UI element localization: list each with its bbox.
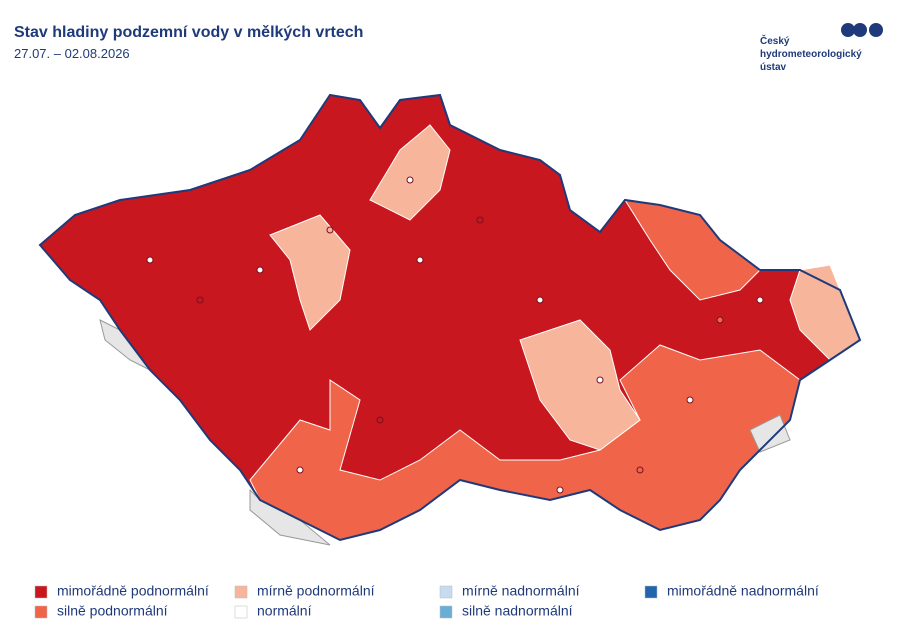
map (38, 93, 862, 546)
legend-label: normální (257, 603, 312, 619)
logo-dot (853, 23, 867, 37)
legend-label: mimořádně podnormální (57, 583, 209, 599)
legend-label: mírně podnormální (257, 583, 375, 599)
logo-text: Český (760, 34, 790, 47)
legend-swatch (234, 605, 248, 619)
region-mirne (269, 214, 351, 331)
legend-label: mimořádně nadnormální (667, 583, 819, 599)
logo-text: ústav (760, 62, 787, 73)
legend: mimořádně podnormální silně podnormální mí… (34, 583, 819, 619)
legend-swatch (234, 585, 248, 599)
logo-dot (841, 23, 855, 37)
legend-label: mírně nadnormální (462, 583, 580, 599)
logo: Český hydrometeorologický ústav (760, 23, 883, 73)
wells (146, 176, 764, 494)
legend-swatch (34, 605, 48, 619)
state-border (38, 93, 862, 542)
legend-swatch (439, 605, 453, 619)
legend-label: silně podnormální (57, 603, 168, 619)
logo-dot (869, 23, 883, 37)
legend-swatch (34, 585, 48, 599)
region-mirne (369, 124, 451, 221)
period: 27.07. – 02.08.2026 (14, 46, 130, 61)
legend-swatch (644, 585, 658, 599)
legend-swatch (439, 585, 453, 599)
legend-label: silně nadnormální (462, 603, 573, 619)
region-mirne (519, 319, 641, 451)
logo-text: hydrometeorologický (760, 49, 862, 60)
title: Stav hladiny podzemní vody v mělkých vrt… (14, 24, 363, 41)
